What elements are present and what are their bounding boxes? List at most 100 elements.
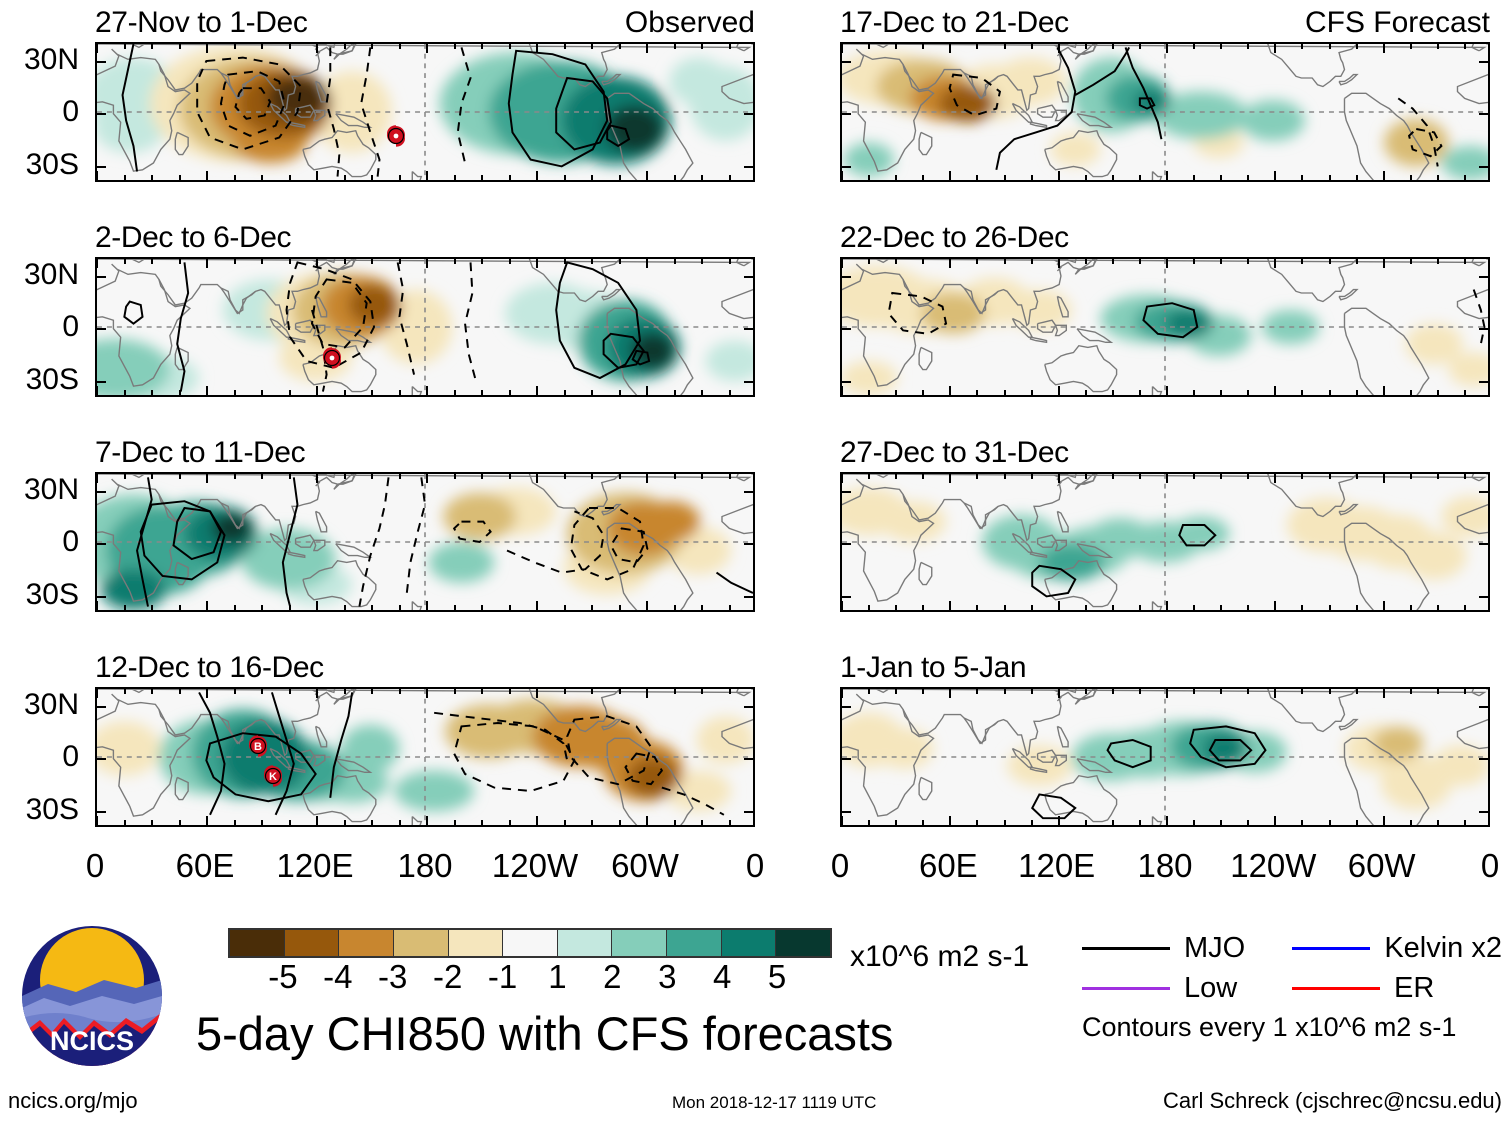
x-tick [426,816,428,825]
x-tick [1328,175,1331,180]
x-tick [343,390,346,395]
panel-title-p7: 27-Dec to 31-Dec [840,436,1069,469]
x-tick [1247,605,1250,610]
x-tick [1057,601,1060,610]
y-tick [744,810,753,813]
x-tick [728,820,731,825]
x-tick [1247,474,1250,479]
x-tick [1111,175,1114,180]
x-tick [481,390,483,395]
x-tick [1084,44,1087,49]
x-tick [1003,44,1006,49]
x-tick [371,474,373,479]
x-tick [97,689,98,698]
x-tick [976,44,979,49]
x-tick [316,474,318,483]
x-axis-label: 120W [491,847,579,884]
map-p6 [840,257,1490,397]
x-tick [398,259,401,264]
x-tick [868,259,871,264]
x-tick [1193,689,1196,694]
y-tick [842,380,851,383]
x-tick [123,175,126,180]
x-axis-labels: 0 60E 120E 180 120W 60W 0 [86,847,764,889]
y-tick [97,490,106,493]
panel-title-p8: 1-Jan to 5-Jan [840,651,1027,684]
x-tick [1247,259,1250,264]
x-tick [178,390,181,395]
x-tick [842,386,843,395]
x-tick [481,44,483,49]
x-tick [316,44,318,53]
x-tick [123,605,126,610]
x-tick [949,474,952,483]
colorbar-tick-5: 1 [548,958,567,995]
colorbar-strip [228,928,832,958]
x-tick [481,175,483,180]
x-tick [842,171,843,180]
x-tick [868,474,871,479]
x-tick [591,820,593,825]
x-tick [233,820,236,825]
x-tick [1030,820,1033,825]
x-axis-label: 180 [397,847,453,884]
cyclone-marker: B [247,734,269,760]
x-tick [563,605,566,610]
x-tick [618,605,621,610]
x-tick [701,390,703,395]
x-axis-label: 0 [745,847,765,884]
x-tick [1409,390,1412,395]
logo-label: NCICS [50,1026,134,1056]
x-tick [646,171,648,180]
x-tick [895,474,898,479]
legend-item-low: Low [1082,973,1292,1003]
x-tick [922,175,925,180]
x-tick [922,605,925,610]
y-axis-label: 30N [23,257,79,291]
x-tick [1057,44,1060,53]
x-tick [123,689,126,694]
x-tick [316,816,318,825]
x-tick [426,474,428,483]
x-tick [316,171,318,180]
y-tick [97,543,106,545]
x-tick [1003,820,1006,825]
legend-item-er: ER [1292,973,1502,1003]
x-tick [1328,689,1331,694]
x-tick [151,605,153,610]
x-tick [206,259,208,268]
x-tick [426,601,428,610]
x-tick [842,44,843,53]
x-tick [1030,474,1033,479]
x-tick [728,175,731,180]
x-tick [261,390,263,395]
x-tick [563,390,566,395]
x-tick [1409,820,1412,825]
x-tick [1193,259,1196,264]
x-tick [1247,390,1250,395]
ncics-logo: NCICS [18,922,166,1070]
map-p7 [840,472,1490,612]
x-tick [949,259,952,268]
x-tick [97,44,98,53]
x-tick [1138,605,1141,610]
low-line-swatch [1082,986,1170,990]
x-tick [316,259,318,268]
x-tick [618,259,621,264]
x-tick [922,44,925,49]
x-tick [508,259,511,264]
panel-title-p2: 2-Dec to 6-Dec [95,221,292,254]
x-tick [233,259,236,264]
x-tick [453,820,456,825]
x-tick [343,820,346,825]
cyclone-marker: K [262,764,284,790]
x-tick [673,259,676,264]
x-axis-labels: 0 60E 120E 180 120W 60W 0 [831,849,1499,889]
x-tick [151,259,153,264]
footer-timestamp: Mon 2018-12-17 1119 UTC [672,1093,877,1112]
y-tick [97,275,106,278]
x-tick [206,689,208,698]
x-tick [151,175,153,180]
x-tick [868,689,871,694]
panel-title-p5: 17-Dec to 21-Dec [840,6,1069,39]
